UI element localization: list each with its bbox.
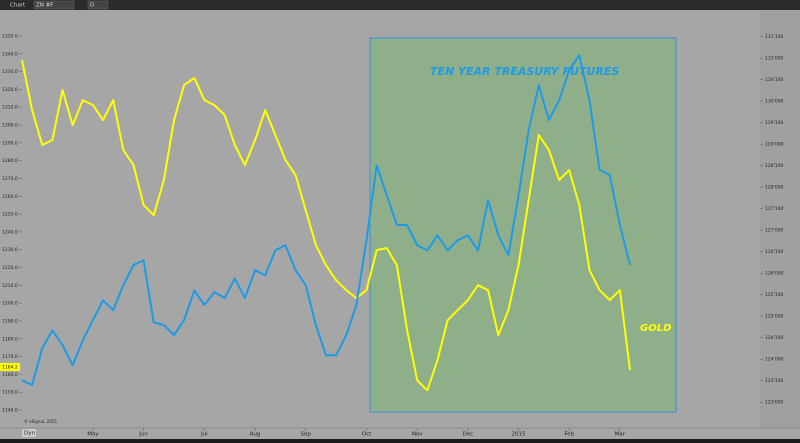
y-tick-label: 1200.0 bbox=[2, 301, 18, 307]
title-bar bbox=[0, 0, 800, 10]
y-tick-label: 1290.0 bbox=[2, 140, 18, 146]
x-tick-label: Dec bbox=[463, 432, 474, 438]
y2-tick-label: 124'000 bbox=[765, 357, 784, 363]
y2-tick-label: 127'160 bbox=[765, 206, 784, 212]
y-tick-label: 1330.0 bbox=[2, 69, 18, 75]
y-tick-label: 1250.0 bbox=[2, 212, 18, 218]
x-tick-label: Sep bbox=[301, 432, 312, 438]
y2-tick-label: 129'160 bbox=[765, 120, 784, 126]
y2-tick-label: 128'000 bbox=[765, 185, 784, 191]
y-tick-label: 1340.0 bbox=[2, 51, 18, 57]
y-tick-label: 1210.0 bbox=[2, 283, 18, 289]
y2-tick-label: 123'160 bbox=[765, 378, 784, 384]
x-tick-label: Mar bbox=[615, 432, 626, 438]
symbol-box[interactable] bbox=[33, 0, 75, 10]
y-tick-label: 1320.0 bbox=[2, 87, 18, 93]
x-tick-label: Jun bbox=[138, 432, 148, 438]
y2-tick-label: 124'160 bbox=[765, 335, 784, 341]
y-tick-label: 1230.0 bbox=[2, 247, 18, 253]
x-tick-label: Nov bbox=[412, 432, 423, 438]
x-tick-label: 2015 bbox=[512, 432, 526, 438]
annotation: GOLD bbox=[640, 323, 671, 334]
y-tick-label: 1260.0 bbox=[2, 194, 18, 200]
y2-tick-label: 130'160 bbox=[765, 77, 784, 83]
y-tick-label: 1180.0 bbox=[2, 336, 18, 342]
y-tick-label: 1270.0 bbox=[2, 176, 18, 182]
y2-tick-label: 127'000 bbox=[765, 228, 784, 234]
x-tick-label: Oct bbox=[362, 432, 372, 438]
y-tick-label: 1190.0 bbox=[2, 318, 18, 324]
y2-tick-label: 123'000 bbox=[765, 400, 784, 406]
y2-tick-label: 126'160 bbox=[765, 249, 784, 255]
y-tick-label: 1280.0 bbox=[2, 158, 18, 164]
x-tick-label: May bbox=[87, 432, 99, 438]
y-tick-label: 1150.0 bbox=[2, 390, 18, 396]
last-price-box bbox=[0, 362, 20, 371]
series-line bbox=[21, 59, 631, 392]
y2-tick-label: 131'000 bbox=[765, 56, 784, 62]
corner-box[interactable] bbox=[22, 429, 36, 437]
symbol: ZN #F bbox=[36, 3, 53, 9]
y2-tick-label: 131'160 bbox=[765, 34, 784, 40]
y-tick-label: 1220.0 bbox=[2, 265, 18, 271]
annotation: TEN YEAR TREASURY FUTURES bbox=[430, 65, 619, 78]
y2-tick-label: 125'000 bbox=[765, 314, 784, 320]
window-title: Chart bbox=[10, 3, 26, 9]
interval: D bbox=[90, 3, 94, 9]
x-tick-label: Feb bbox=[564, 432, 574, 438]
corner-label: Dyn bbox=[24, 431, 35, 437]
right-axis-strip bbox=[760, 10, 800, 428]
y-tick-label: 1300.0 bbox=[2, 123, 18, 129]
last-price-label: 1164.2 bbox=[2, 364, 18, 370]
interval-box[interactable] bbox=[87, 0, 109, 10]
y-tick-label: 1140.0 bbox=[2, 408, 18, 414]
y2-tick-label: 125'160 bbox=[765, 292, 784, 298]
y-tick-label: 1350.0 bbox=[2, 34, 18, 40]
y-tick-label: 1160.0 bbox=[2, 372, 18, 378]
y-tick-label: 1240.0 bbox=[2, 229, 18, 235]
y2-tick-label: 128'160 bbox=[765, 163, 784, 169]
x-tick-label: Aug bbox=[250, 432, 261, 438]
series-line bbox=[21, 54, 631, 386]
copyright: © eSignal, 2015 bbox=[24, 419, 57, 424]
highlight-box bbox=[369, 37, 677, 413]
y2-tick-label: 126'000 bbox=[765, 271, 784, 277]
y-tick-label: 1310.0 bbox=[2, 105, 18, 111]
x-tick-label: Jul bbox=[200, 432, 208, 438]
y-tick-label: 1170.0 bbox=[2, 354, 18, 360]
y2-tick-label: 129'000 bbox=[765, 142, 784, 148]
y2-tick-label: 130'000 bbox=[765, 99, 784, 105]
